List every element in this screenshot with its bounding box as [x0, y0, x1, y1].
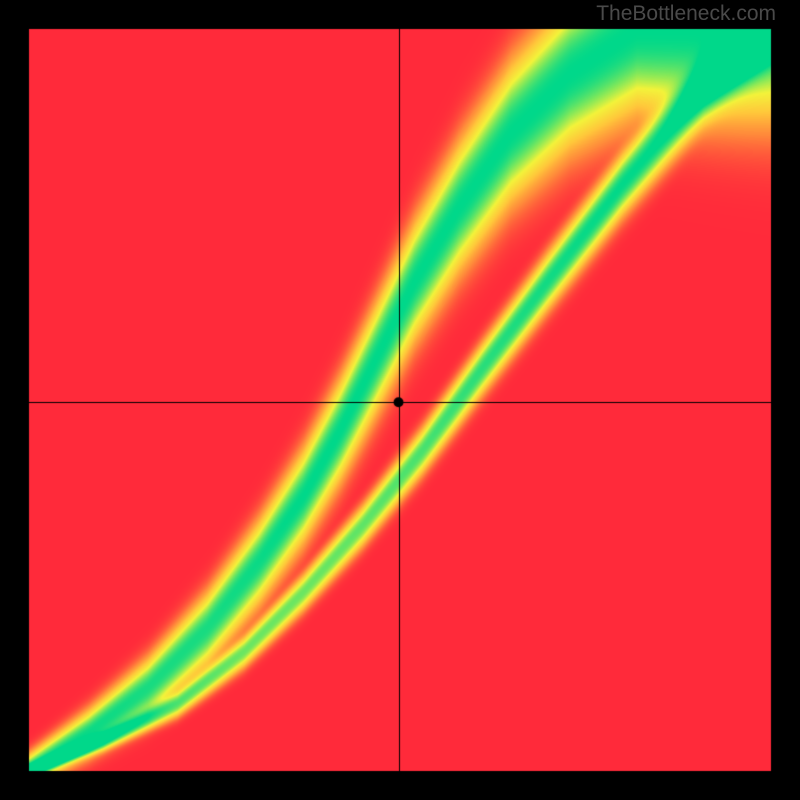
chart-container: TheBottleneck.com: [0, 0, 800, 800]
bottleneck-heatmap: [0, 0, 800, 800]
watermark-text: TheBottleneck.com: [596, 2, 776, 26]
